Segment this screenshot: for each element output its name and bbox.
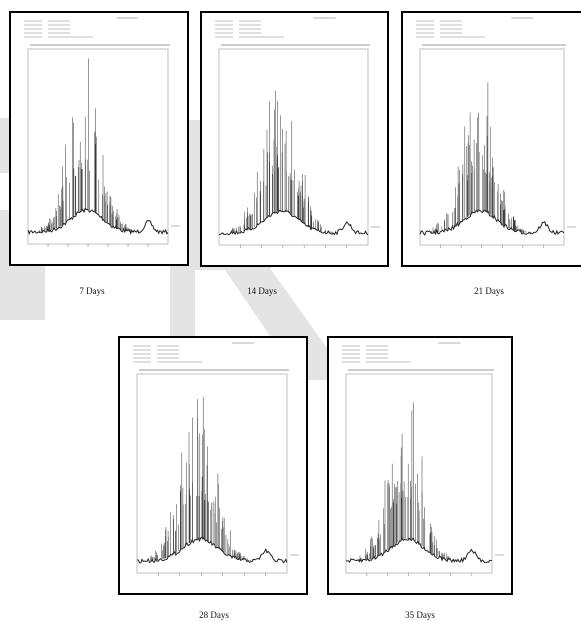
- trace: [419, 209, 565, 236]
- panel: 28 Days: [118, 336, 308, 620]
- plot-area: [27, 48, 169, 245]
- trace: [27, 207, 169, 236]
- peaks: [359, 402, 463, 561]
- panel-frame: [200, 11, 389, 267]
- panel: 35 Days: [327, 336, 513, 620]
- peaks: [431, 82, 535, 233]
- panel: 21 Days: [401, 11, 581, 296]
- panel-caption: 21 Days: [474, 286, 504, 296]
- panel-caption: 28 Days: [199, 610, 229, 620]
- panel-frame: [327, 336, 513, 595]
- plot-area: [419, 48, 565, 246]
- panel-caption: 7 Days: [79, 286, 105, 296]
- panel-caption: 14 Days: [247, 286, 277, 296]
- panel: 14 Days: [200, 11, 389, 296]
- plot-area: [218, 48, 369, 246]
- panel-caption: 35 Days: [405, 610, 435, 620]
- trace: [345, 537, 493, 564]
- plot-area: [345, 373, 493, 574]
- panel: 7 Days: [9, 11, 189, 296]
- peaks: [39, 58, 140, 232]
- peaks: [150, 397, 256, 561]
- trace: [219, 209, 369, 236]
- panels: 7 Days 14 Days 21 Days 28 Days 35 Days: [9, 11, 581, 620]
- panel-frame: [401, 11, 581, 267]
- peaks: [230, 90, 339, 233]
- panel-frame: [118, 336, 308, 595]
- plot-area: [136, 373, 288, 574]
- panel-frame: [9, 11, 189, 266]
- trace: [136, 536, 288, 564]
